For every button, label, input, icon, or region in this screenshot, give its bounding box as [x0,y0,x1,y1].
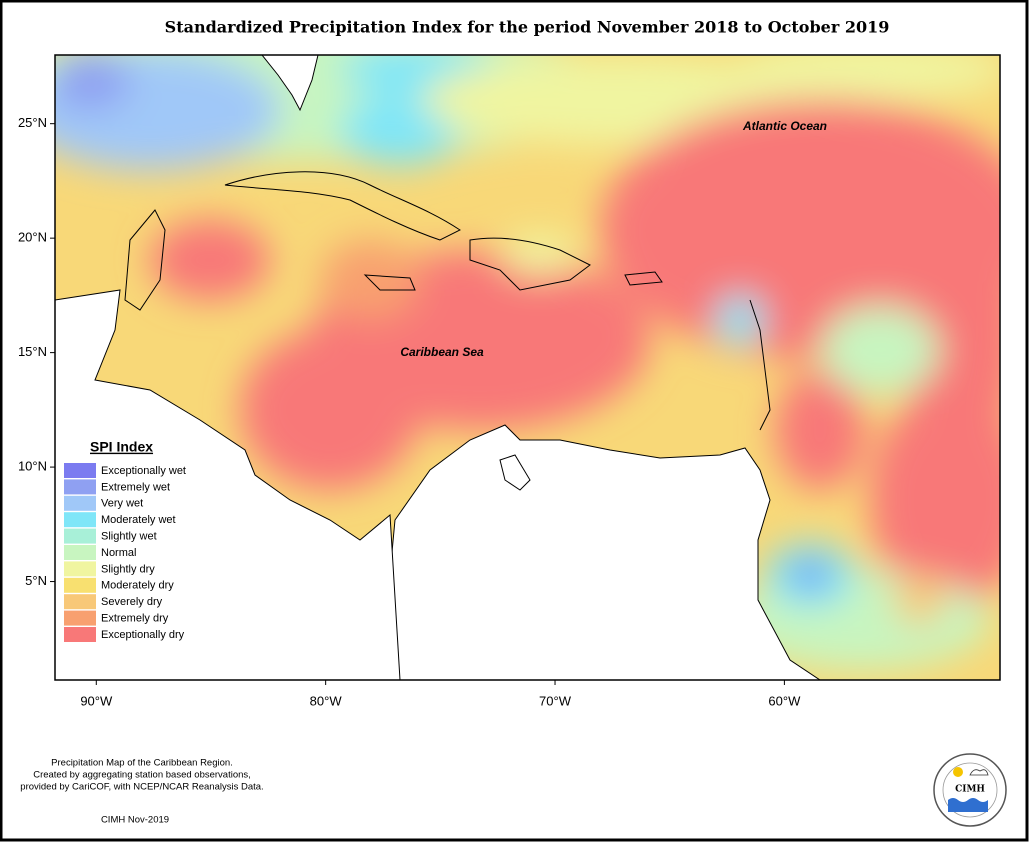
lon-tick-label: 60°W [768,693,801,708]
legend: SPI Index Exceptionally wet Extremely wet V… [64,439,186,642]
legend-label: Exceptionally dry [101,629,185,641]
legend-swatch [64,561,96,577]
legend-label: Slightly dry [101,563,155,575]
legend-swatch [64,577,96,593]
legend-swatch [64,463,96,478]
footer-credit: CIMH Nov-2019 [101,815,169,826]
ocean-label: Caribbean Sea [400,345,484,359]
lat-tick-label: 10°N [18,459,47,474]
lat-tick-label: 25°N [18,115,47,130]
spi-field [55,55,1000,680]
logo-text: CIMH [955,785,985,795]
legend-label: Severely dry [101,596,163,608]
lon-tick-label: 70°W [539,693,572,708]
legend-label: Exceptionally wet [101,465,186,477]
legend-label: Moderately dry [101,580,174,592]
legend-label: Very wet [101,498,143,510]
ocean-label: Atlantic Ocean [742,119,827,133]
map-frame [54,54,1001,681]
lat-tick-label: 15°N [18,344,47,359]
legend-label: Normal [101,547,136,559]
legend-swatch [64,479,96,495]
legend-label: Moderately wet [101,514,176,526]
footer-line: provided by CariCOF, with NCEP/NCAR Rean… [20,782,263,793]
legend-title: SPI Index [90,439,153,455]
lon-tick-label: 80°W [310,693,343,708]
footer: Precipitation Map of the Caribbean Regio… [20,758,263,826]
lon-tick-label: 90°W [80,693,113,708]
map-title: Standardized Precipitation Index for the… [165,18,890,37]
lat-tick-label: 5°N [25,573,47,588]
legend-swatch [64,528,96,544]
legend-swatch [64,495,96,511]
legend-swatch [64,594,96,610]
legend-swatch [64,545,96,560]
legend-label: Extremely wet [101,481,170,493]
legend-swatch [64,512,96,528]
legend-swatch [64,627,96,642]
lat-tick-label: 20°N [18,230,47,245]
legend-swatch [64,610,96,626]
legend-label: Extremely dry [101,613,169,625]
footer-line: Precipitation Map of the Caribbean Regio… [51,758,233,769]
footer-line: Created by aggregating station based obs… [33,770,251,781]
logo: CIMH [933,753,1007,827]
legend-label: Slightly wet [101,531,157,543]
